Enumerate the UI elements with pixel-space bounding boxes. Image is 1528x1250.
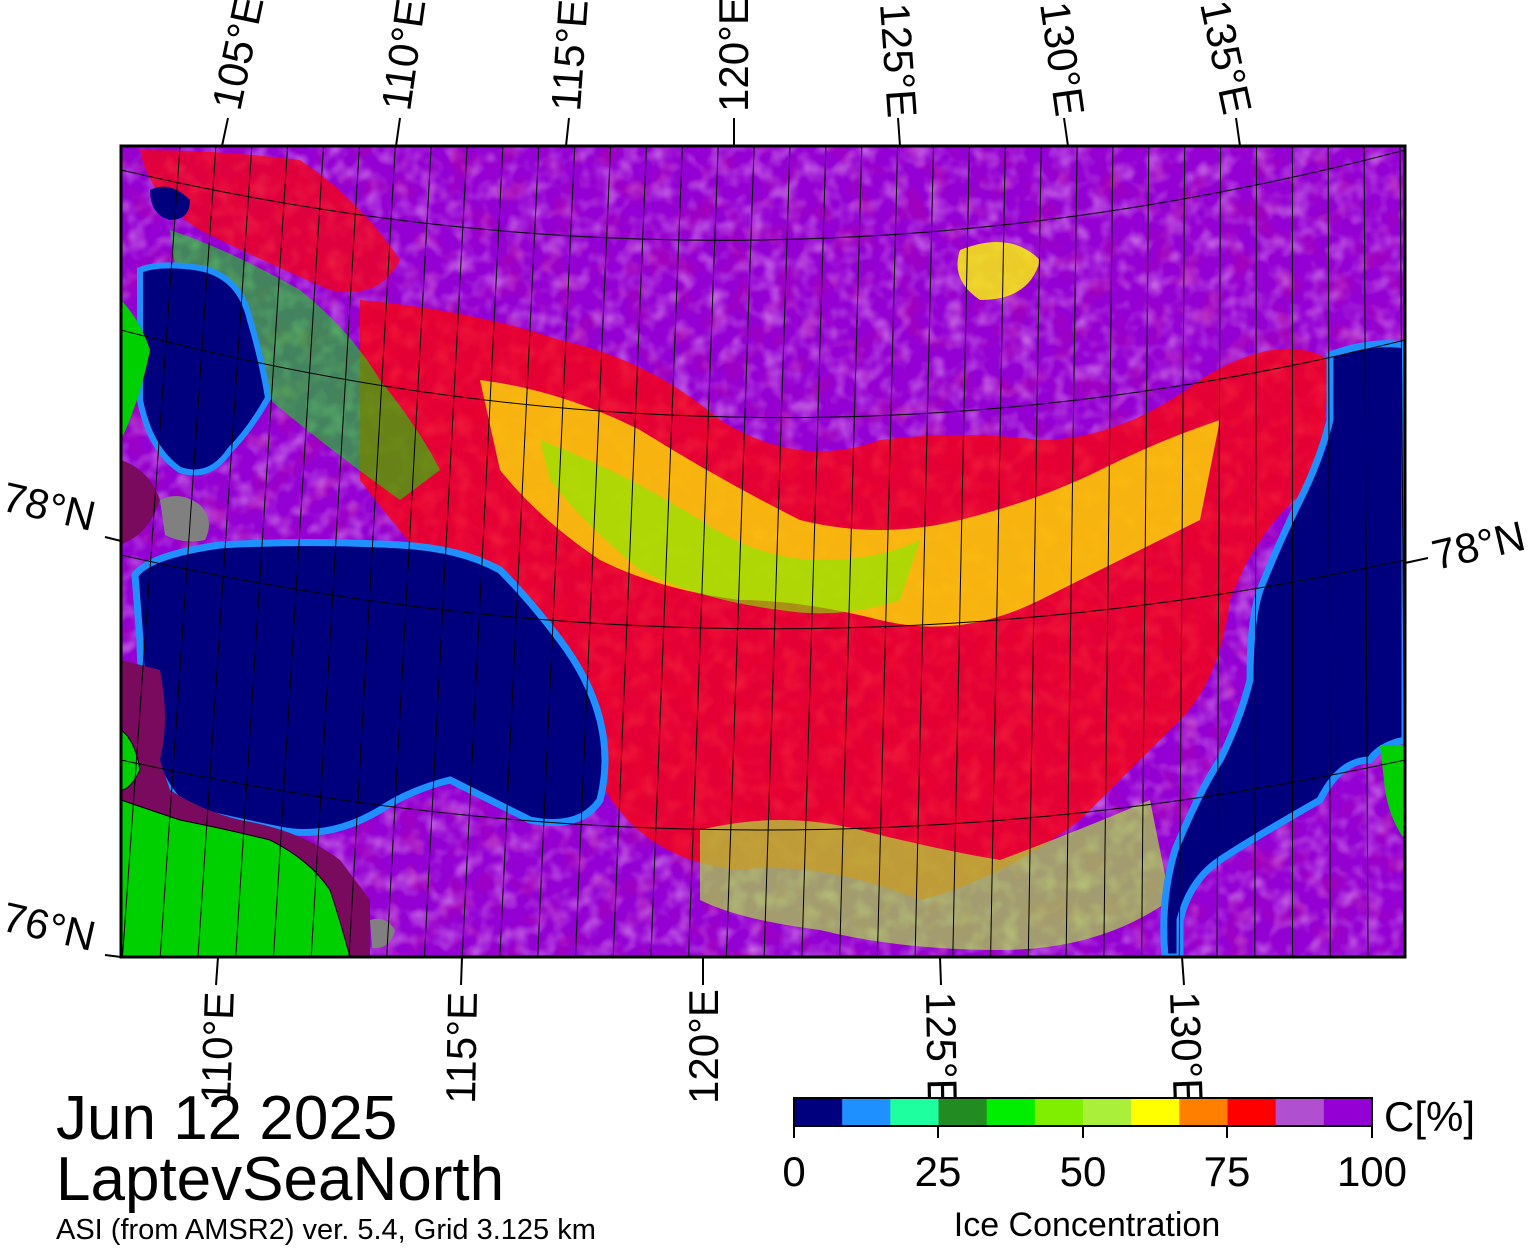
- colorbar-swatch: [1179, 1098, 1229, 1126]
- map-frame: [119, 144, 1407, 959]
- meridian-line: [159, 146, 217, 957]
- meridian-line: [1065, 146, 1078, 957]
- meridian-line: [386, 146, 432, 957]
- meridian-line: [1178, 146, 1186, 957]
- meridian-line: [1103, 146, 1114, 957]
- lon-label-bottom-115e: 115°E: [437, 992, 486, 1105]
- meridian-line: [612, 146, 647, 957]
- meridian-line: [461, 146, 504, 957]
- meridian-line: [990, 146, 1006, 957]
- colorbar-swatch: [842, 1098, 891, 1126]
- lon-label-bottom-110e: 110°E: [192, 991, 243, 1104]
- meridian-line: [1141, 146, 1150, 957]
- region-title: LaptevSeaNorth: [56, 1145, 505, 1214]
- meridian-line: [537, 146, 576, 957]
- product-subtitle: ASI (from AMSR2) ver. 5.4, Grid 3.125 km: [56, 1214, 596, 1246]
- meridian-line: [235, 146, 289, 957]
- lon-label-130e: 130°E: [1031, 0, 1094, 119]
- colorbar-swatch: [1323, 1098, 1373, 1126]
- meridian-line: [1216, 146, 1222, 957]
- lon-label-105e: 105°E: [203, 0, 273, 114]
- colorbar-swatch: [1131, 1098, 1180, 1126]
- meridian-line: [1254, 146, 1257, 957]
- colorbar-swatch: [1083, 1098, 1132, 1126]
- colorbar-title: Ice Concentration: [954, 1206, 1221, 1244]
- meridian-line: [273, 146, 324, 957]
- colorbar-unit-label: C[%]: [1384, 1093, 1475, 1140]
- meridian-line: [1027, 146, 1042, 957]
- colorbar-tick-75: 75: [1204, 1148, 1251, 1195]
- meridian-line: [725, 146, 755, 957]
- colorbar-tick-25: 25: [915, 1148, 962, 1195]
- bottom-longitude-labels: 110°E 115°E 120°E 125°E 130°E: [192, 989, 1212, 1107]
- lon-label-bottom-130e: 130°E: [1161, 991, 1212, 1107]
- graticule: [121, 146, 1405, 957]
- lat-label-78n-left: 78°N: [0, 473, 100, 540]
- colorbar-tick-50: 50: [1060, 1148, 1107, 1195]
- top-longitude-labels: 105°E 110°E 115°E 120°E 125°E 130°E 135°…: [203, 0, 1261, 119]
- colorbar-swatches: [794, 1098, 1373, 1126]
- colorbar-swatch: [1275, 1098, 1325, 1126]
- meridian-line: [122, 146, 181, 957]
- date-title: Jun 12 2025: [56, 1084, 398, 1153]
- meridian-line: [574, 146, 612, 957]
- meridian-line: [423, 146, 468, 957]
- meridian-line: [801, 146, 827, 957]
- lat-label-76n-left: 76°N: [0, 893, 100, 960]
- tick-marks: [104, 117, 1429, 986]
- map-canvas: [121, 146, 1405, 957]
- meridian-line: [348, 146, 396, 957]
- meridian-line: [688, 146, 719, 957]
- lat-label-78n-right: 78°N: [1427, 512, 1528, 579]
- colorbar-swatch: [890, 1098, 940, 1126]
- lon-label-125e: 125°E: [871, 1, 926, 119]
- colorbar-tick-100: 100: [1337, 1148, 1407, 1195]
- open-water-regions: [131, 186, 1405, 957]
- lon-label-120e: 120°E: [710, 0, 757, 112]
- colorbar: 0 25 50 75 100 C[%] Ice Concentration: [782, 1093, 1475, 1244]
- colorbar-swatch: [1227, 1098, 1277, 1126]
- colorbar-swatch: [794, 1098, 843, 1126]
- meridian-line: [197, 146, 253, 957]
- colorbar-swatch: [1034, 1098, 1084, 1126]
- colorbar-tick-0: 0: [782, 1148, 805, 1195]
- meridian-line: [310, 146, 360, 957]
- meridian-line: [952, 146, 970, 957]
- lon-label-bottom-120e: 120°E: [680, 989, 727, 1104]
- meridian-line: [839, 146, 863, 957]
- meridian-line: [1327, 146, 1331, 957]
- meridian-line: [1363, 146, 1369, 957]
- lon-label-115e: 115°E: [542, 0, 597, 113]
- meridian-line: [499, 146, 540, 957]
- colorbar-swatch: [986, 1098, 1036, 1126]
- lon-label-135e: 135°E: [1191, 0, 1261, 118]
- meridian-line: [763, 146, 791, 957]
- meridian-line: [650, 146, 683, 957]
- colorbar-swatch: [938, 1098, 988, 1126]
- lon-label-110e: 110°E: [372, 0, 434, 113]
- meridian-line: [876, 146, 899, 957]
- lon-label-bottom-125e: 125°E: [917, 991, 966, 1107]
- meridian-line: [914, 146, 934, 957]
